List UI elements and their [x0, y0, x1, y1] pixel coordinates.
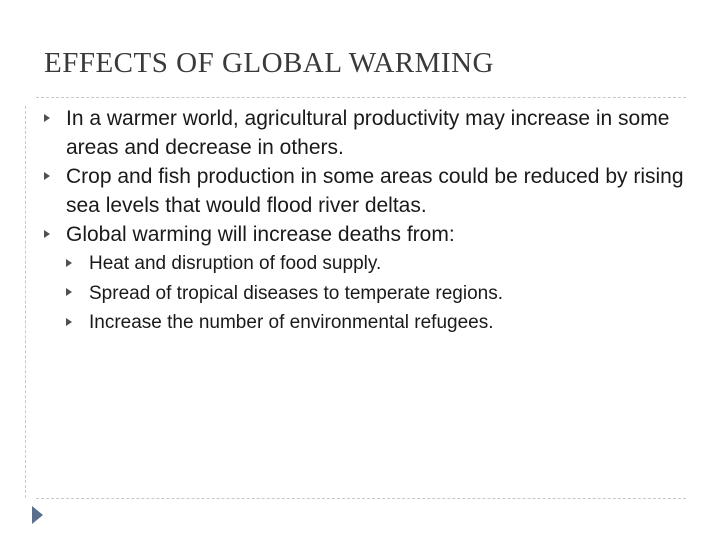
sub-bullet-text: Spread of tropical diseases to temperate…	[89, 282, 504, 304]
bullet-text: In a warmer world, agricultural producti…	[66, 107, 670, 159]
bullet-text: Global warming will increase deaths from…	[66, 223, 455, 246]
triangle-right-icon	[66, 317, 72, 326]
sub-bullet-item: Spread of tropical diseases to temperate…	[44, 279, 694, 309]
slide-title: EFFECTS OF GLOBAL WARMING	[44, 47, 494, 79]
triangle-right-icon	[66, 258, 72, 267]
next-slide-arrow-icon[interactable]	[32, 506, 43, 524]
bullet-item: Crop and fish production in some areas c…	[44, 162, 694, 220]
sub-bullet-item: Increase the number of environmental ref…	[44, 308, 694, 338]
sub-bullet-item: Heat and disruption of food supply.	[44, 249, 694, 279]
bullet-item: Global warming will increase deaths from…	[44, 220, 694, 249]
sub-bullet-text: Heat and disruption of food supply.	[89, 253, 382, 274]
bullet-item: In a warmer world, agricultural producti…	[44, 104, 694, 162]
triangle-right-icon	[44, 172, 50, 180]
sub-bullet-text: Increase the number of environmental ref…	[89, 312, 494, 333]
title-divider	[36, 97, 686, 98]
left-divider	[25, 106, 26, 498]
triangle-right-icon	[66, 288, 72, 297]
triangle-right-icon	[44, 230, 50, 238]
bullet-text: Crop and fish production in some areas c…	[66, 165, 684, 217]
bullet-list: In a warmer world, agricultural producti…	[44, 104, 694, 338]
footer-divider	[36, 498, 686, 499]
triangle-right-icon	[44, 114, 50, 122]
